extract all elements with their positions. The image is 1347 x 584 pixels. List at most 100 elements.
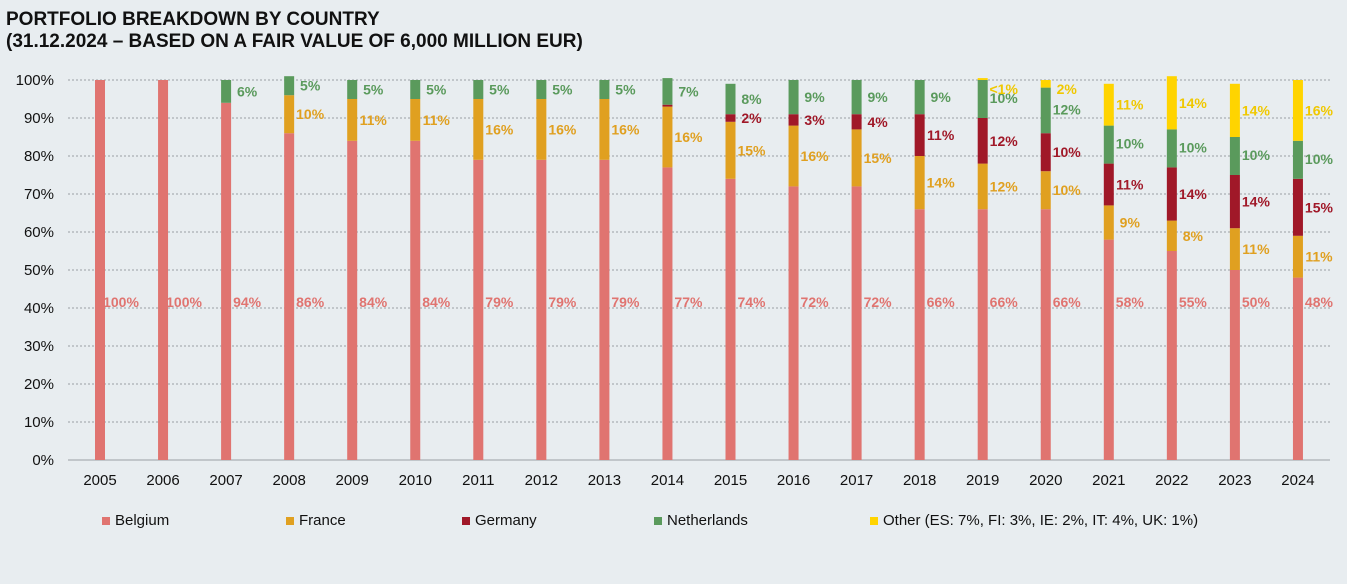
x-tick-label: 2009 <box>336 472 369 489</box>
legend-label: Other (ES: 7%, FI: 3%, IE: 2%, IT: 4%, U… <box>883 512 1199 529</box>
y-tick-label: 20% <box>24 376 54 393</box>
legend-label: Germany <box>475 512 537 529</box>
x-tick-label: 2010 <box>399 472 432 489</box>
chart-title-line1: PORTFOLIO BREAKDOWN BY COUNTRY <box>6 9 380 30</box>
x-tick-label: 2007 <box>209 472 242 489</box>
data-label: 74% <box>737 294 766 310</box>
data-label: 5% <box>552 82 573 98</box>
x-tick-label: 2014 <box>651 472 684 489</box>
bar-segment <box>536 159 547 461</box>
x-tick-label: 2005 <box>83 472 116 489</box>
bar-segment <box>1229 83 1240 137</box>
data-label: 79% <box>485 294 514 310</box>
bar-segment <box>410 140 421 461</box>
data-label: 10% <box>1053 144 1082 160</box>
bar-segment <box>1292 235 1303 278</box>
data-label: 9% <box>804 89 825 105</box>
bar-segment <box>977 163 988 210</box>
bar-segment <box>1103 125 1114 164</box>
bar-segment <box>221 102 232 461</box>
bar-segment <box>473 99 484 160</box>
data-label: 55% <box>1179 294 1208 310</box>
data-label: 6% <box>237 83 258 99</box>
data-label: 66% <box>1053 294 1082 310</box>
bar-segment <box>1166 220 1177 251</box>
bar-segment <box>473 159 484 461</box>
data-label: 15% <box>1305 199 1334 215</box>
data-label: 12% <box>990 178 1019 194</box>
bar-segment <box>977 78 988 80</box>
legend-label: Netherlands <box>667 512 748 529</box>
data-label: 94% <box>233 294 262 310</box>
data-label: 5% <box>426 82 447 98</box>
y-tick-label: 90% <box>24 110 54 127</box>
data-label: 16% <box>548 121 577 137</box>
data-label: <1% <box>989 81 1018 97</box>
legend-swatch <box>870 516 878 525</box>
bar-segment <box>977 80 988 118</box>
legend-item: Other (ES: 7%, FI: 3%, IE: 2%, IT: 4%, U… <box>870 512 1198 529</box>
bar-segment <box>1103 83 1114 126</box>
bar-segment <box>410 80 421 99</box>
y-tick-label: 70% <box>24 186 54 203</box>
data-label: 11% <box>1305 249 1333 265</box>
bar-segment <box>725 121 736 179</box>
data-label: 10% <box>296 106 325 122</box>
legend-swatch <box>462 516 470 525</box>
data-label: 16% <box>674 129 703 145</box>
data-label: 79% <box>611 294 640 310</box>
bar-segment <box>914 80 925 115</box>
data-label: 66% <box>927 294 956 310</box>
data-label: 11% <box>1116 177 1144 193</box>
bar-segment <box>662 104 673 107</box>
data-label: 16% <box>611 121 640 137</box>
bar-segment <box>473 80 484 99</box>
bar-segment <box>410 99 421 141</box>
bar-segment <box>536 99 547 160</box>
data-label: 10% <box>1053 182 1082 198</box>
data-label: 100% <box>166 294 202 310</box>
y-tick-label: 40% <box>24 300 54 317</box>
data-label: 15% <box>737 142 766 158</box>
x-tick-label: 2008 <box>272 472 305 489</box>
data-label: 16% <box>1305 102 1334 118</box>
data-label: 86% <box>296 294 325 310</box>
chart-title-line2: (31.12.2024 – BASED ON A FAIR VALUE OF 6… <box>6 31 583 52</box>
data-label: 8% <box>741 91 762 107</box>
data-label: 14% <box>927 175 956 191</box>
data-label: 16% <box>485 121 514 137</box>
data-label: 14% <box>1242 102 1271 118</box>
data-label: 14% <box>1179 95 1208 111</box>
data-label: 5% <box>615 82 636 98</box>
bar-segment <box>599 80 610 99</box>
x-tick-label: 2015 <box>714 472 747 489</box>
x-tick-label: 2016 <box>777 472 810 489</box>
data-label: 10% <box>1116 136 1145 152</box>
bar-segment <box>1229 137 1240 175</box>
data-label: 77% <box>674 294 703 310</box>
bar-segment <box>1292 178 1303 236</box>
data-label: 11% <box>927 127 955 143</box>
bar-segment <box>1103 239 1114 460</box>
legend-label: Belgium <box>115 512 170 529</box>
bar-segment <box>599 159 610 461</box>
data-label: 10% <box>1179 139 1208 155</box>
bar-segment <box>284 76 295 96</box>
legend-item: Belgium <box>102 512 169 529</box>
bar-segment <box>662 78 673 105</box>
bar-segment <box>1103 163 1114 206</box>
bar-segment <box>1166 251 1177 460</box>
y-tick-label: 60% <box>24 224 54 241</box>
bar-segment <box>347 140 358 461</box>
data-label: 100% <box>103 294 139 310</box>
x-tick-label: 2019 <box>966 472 999 489</box>
legend-item: Netherlands <box>654 512 748 529</box>
x-tick-label: 2022 <box>1155 472 1188 489</box>
bar-segment <box>662 106 673 168</box>
data-label: 14% <box>1242 194 1271 210</box>
bar-segment <box>977 118 988 164</box>
x-tick-label: 2006 <box>146 472 179 489</box>
bar-segment <box>914 114 925 156</box>
bar-segment <box>851 114 862 130</box>
